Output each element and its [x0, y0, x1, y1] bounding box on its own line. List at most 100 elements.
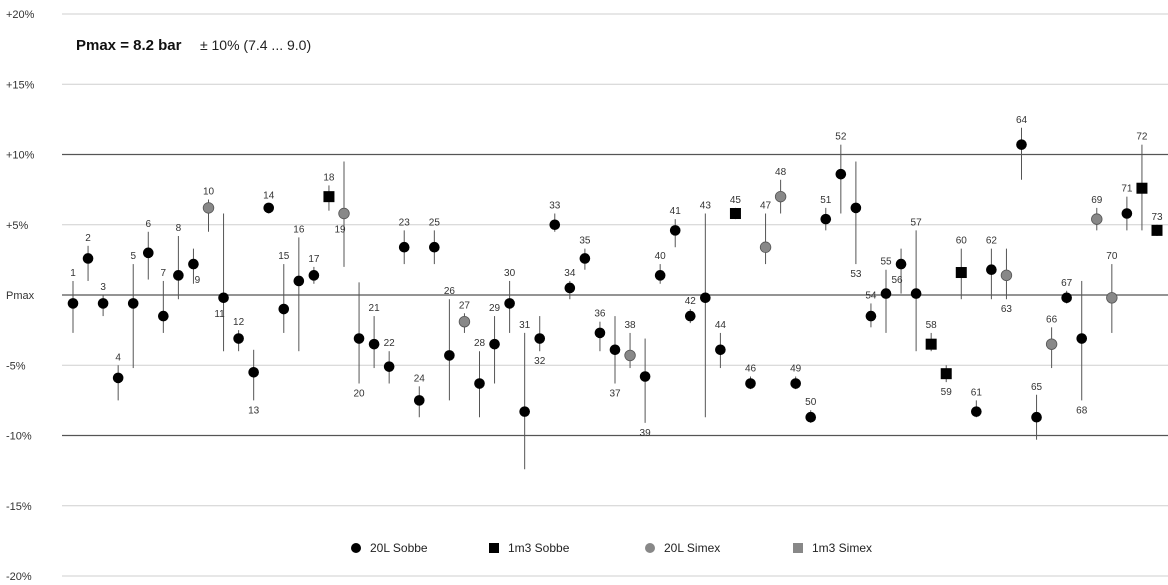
data-point — [579, 253, 591, 264]
point-label: 7 — [161, 268, 167, 279]
annotation-pmax-bold: Pmax = 8.2 bar — [76, 37, 182, 54]
data-point — [338, 207, 350, 220]
point-label: 40 — [655, 251, 667, 262]
point-label: 37 — [609, 389, 621, 400]
data-point — [444, 350, 455, 361]
data-point — [429, 241, 440, 253]
point-label: 50 — [805, 397, 817, 408]
data-point — [534, 333, 546, 344]
y-axis: +20% +15% +10% +5% Pmax -5% -10% -15% -20% — [6, 9, 35, 583]
legend-label: 20L Simex — [664, 541, 720, 555]
point-label: 73 — [1151, 212, 1163, 223]
point-label: 30 — [504, 268, 516, 279]
data-point — [895, 258, 907, 270]
data-point — [293, 275, 305, 287]
data-point — [669, 225, 681, 236]
data-point — [489, 338, 500, 350]
data-point — [97, 298, 109, 309]
point-label: 38 — [624, 320, 636, 331]
point-label: 70 — [1106, 251, 1118, 262]
data-point — [820, 213, 832, 225]
data-point — [188, 258, 199, 270]
y-tick-label: -10% — [6, 431, 32, 443]
point-label: 53 — [850, 269, 862, 280]
data-point — [880, 288, 892, 299]
data-point — [759, 241, 772, 253]
data-point — [1091, 213, 1103, 225]
data-point — [729, 208, 741, 220]
point-label: 32 — [534, 356, 546, 367]
data-point — [504, 298, 515, 309]
data-point — [609, 344, 621, 356]
legend-marker — [793, 543, 803, 553]
point-labels: 1234567891011121314151617181920212223242… — [70, 115, 1163, 439]
data-point — [353, 333, 365, 344]
data-point — [67, 298, 79, 309]
point-label: 33 — [549, 201, 561, 212]
data-point — [1121, 208, 1133, 219]
point-label: 61 — [971, 387, 983, 398]
point-label: 44 — [715, 320, 727, 331]
point-label: 11 — [214, 309, 225, 320]
y-tick-label: -15% — [6, 501, 32, 513]
point-label: 72 — [1136, 132, 1148, 143]
point-label: 66 — [1046, 314, 1058, 325]
data-point — [835, 168, 847, 180]
data-point — [398, 241, 410, 253]
data-point — [986, 264, 997, 276]
point-label: 54 — [865, 290, 877, 301]
point-label: 29 — [489, 303, 501, 314]
data-point — [173, 270, 184, 281]
legend-label: 1m3 Sobbe — [508, 541, 570, 555]
data-point — [112, 372, 124, 384]
data-point — [383, 361, 395, 372]
point-label: 41 — [670, 206, 682, 217]
point-label: 20 — [353, 389, 365, 400]
y-tick-label: Pmax — [6, 290, 35, 302]
point-label: 22 — [384, 338, 396, 349]
data-point — [1151, 224, 1163, 236]
point-label: 69 — [1091, 195, 1103, 206]
point-label: 28 — [474, 338, 486, 349]
data-point — [127, 298, 139, 309]
data-point — [233, 333, 244, 344]
point-label: 56 — [891, 275, 903, 286]
data-point — [413, 395, 425, 406]
data-point — [865, 310, 877, 322]
point-label: 10 — [203, 186, 215, 197]
data-point — [1031, 411, 1042, 423]
data-points — [67, 139, 1163, 423]
data-point — [248, 366, 259, 378]
point-label: 24 — [414, 373, 426, 384]
y-tick-label: +20% — [6, 9, 35, 21]
data-point — [774, 190, 787, 203]
point-label: 48 — [775, 167, 787, 178]
data-point — [564, 282, 576, 294]
data-point — [202, 202, 215, 214]
annotation-pmax-range: ± 10% (7.4 ... 9.0) — [200, 37, 311, 53]
point-label: 45 — [730, 195, 742, 206]
error-bars — [72, 127, 1158, 470]
legend-marker — [489, 543, 499, 553]
annotation-pmax: Pmax = 8.2 bar ± 10% (7.4 ... 9.0) — [76, 37, 311, 54]
point-label: 27 — [459, 300, 471, 311]
data-point — [1045, 338, 1058, 350]
point-label: 55 — [880, 257, 892, 268]
point-label: 59 — [941, 387, 953, 398]
data-point — [971, 406, 982, 417]
point-label: 4 — [115, 352, 121, 363]
point-label: 71 — [1121, 184, 1133, 195]
legend-marker — [645, 543, 655, 553]
point-label: 23 — [399, 217, 411, 228]
point-label: 68 — [1076, 405, 1088, 416]
data-point — [745, 378, 756, 389]
point-label: 47 — [760, 201, 772, 212]
data-point — [1000, 269, 1013, 282]
point-label: 12 — [233, 317, 245, 328]
point-label: 57 — [911, 217, 923, 228]
data-point — [308, 270, 320, 281]
point-label: 6 — [145, 219, 151, 230]
y-tick-label: +15% — [6, 79, 35, 91]
point-label: 25 — [429, 217, 441, 228]
